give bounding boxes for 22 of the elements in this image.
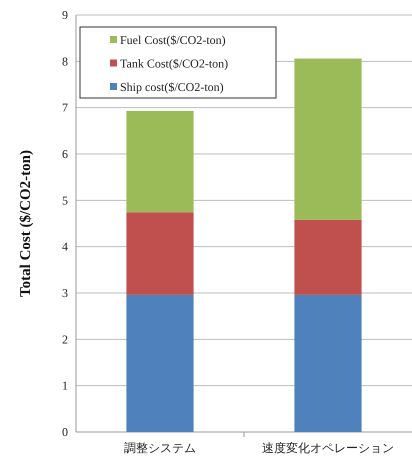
y-tick-label: 6 (62, 147, 68, 161)
y-tick-label: 1 (62, 378, 68, 393)
x-tick-label: 速度変化オペレーション (262, 441, 394, 455)
x-tick-label: 調整システム (124, 441, 196, 455)
y-tick-label: 7 (62, 100, 68, 115)
y-axis-title: Total Cost ($/CO2-ton) (18, 150, 34, 297)
bar (126, 294, 194, 432)
bar (294, 220, 362, 295)
y-tick-label: 5 (62, 193, 68, 208)
y-tick-label: 3 (62, 286, 68, 300)
legend-label: Ship cost($/CO2-ton) (120, 80, 224, 94)
y-tick-label: 9 (62, 8, 68, 22)
y-tick-label: 2 (62, 332, 68, 346)
y-tick-label: 4 (62, 240, 68, 254)
bar (126, 110, 194, 212)
bar (294, 294, 362, 432)
bar (126, 212, 194, 295)
y-tick-label: 0 (62, 425, 68, 439)
legend-label: Fuel Cost($/CO2-ton) (120, 33, 226, 47)
legend-label: Tank Cost($/CO2-ton) (120, 56, 228, 70)
y-tick-label: 8 (62, 54, 68, 68)
bar (294, 58, 362, 220)
